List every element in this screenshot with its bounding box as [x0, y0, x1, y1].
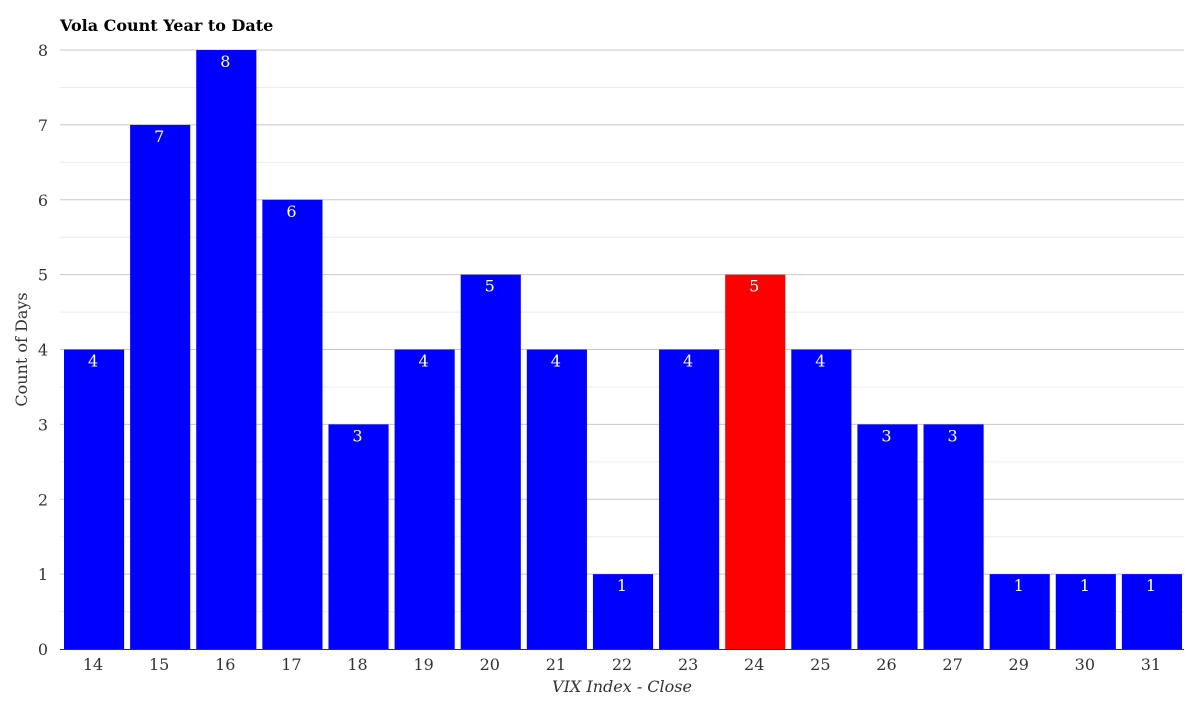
x-tick-label-18: 18 — [347, 655, 367, 674]
bar-20 — [460, 274, 521, 649]
bar-23 — [659, 349, 720, 649]
x-tick-label-25: 25 — [810, 655, 830, 674]
data-label-22: 1 — [617, 576, 627, 595]
data-label-25: 4 — [815, 352, 825, 371]
x-axis-title: VIX Index - Close — [552, 677, 692, 696]
bar-31 — [1121, 574, 1182, 649]
data-labels: 4 7 8 6 3 4 5 4 1 4 5 4 3 3 1 1 1 — [88, 52, 1156, 595]
data-label-23: 4 — [683, 352, 693, 371]
bar-17 — [262, 199, 323, 649]
x-axis-ticks: 14 15 16 17 18 19 20 21 22 23 24 25 26 27 29 30 31 — [83, 655, 1161, 674]
x-tick-label-14: 14 — [83, 655, 103, 674]
bar-24 — [725, 274, 786, 649]
data-label-30: 1 — [1080, 576, 1090, 595]
x-tick-label-17: 17 — [281, 655, 301, 674]
y-tick-label: 3 — [38, 415, 48, 434]
bar-21 — [526, 349, 587, 649]
data-label-29: 1 — [1014, 576, 1024, 595]
data-label-26: 3 — [881, 426, 891, 445]
x-tick-label-16: 16 — [215, 655, 235, 674]
x-tick-label-22: 22 — [612, 655, 632, 674]
bar-18 — [328, 424, 389, 649]
bar-25 — [791, 349, 852, 649]
data-label-18: 3 — [352, 426, 362, 445]
data-label-20: 5 — [485, 277, 495, 296]
bar-27 — [923, 424, 984, 649]
y-axis-ticks: 0 1 2 3 4 5 6 7 8 — [38, 41, 48, 659]
y-tick-label: 2 — [38, 490, 48, 509]
y-tick-label: 5 — [38, 266, 48, 285]
x-tick-label-29: 29 — [1009, 655, 1029, 674]
bar-16 — [196, 50, 257, 649]
y-tick-label: 1 — [38, 565, 48, 584]
x-tick-label-31: 31 — [1141, 655, 1161, 674]
data-label-31: 1 — [1146, 576, 1156, 595]
x-tick-label-23: 23 — [678, 655, 698, 674]
y-tick-label: 8 — [38, 41, 48, 60]
bar-26 — [857, 424, 918, 649]
data-label-16: 8 — [220, 52, 230, 71]
y-tick-label: 6 — [38, 191, 48, 210]
bar-14 — [64, 349, 125, 649]
data-label-19: 4 — [419, 352, 429, 371]
y-tick-label: 0 — [38, 640, 48, 659]
bar-30 — [1055, 574, 1116, 649]
y-axis-title: Count of Days — [12, 292, 31, 406]
x-tick-label-20: 20 — [480, 655, 500, 674]
data-label-14: 4 — [88, 352, 98, 371]
bar-19 — [394, 349, 455, 649]
y-tick-label: 4 — [38, 341, 48, 360]
data-label-17: 6 — [286, 202, 296, 221]
data-label-27: 3 — [947, 426, 957, 445]
data-label-15: 7 — [154, 127, 164, 146]
x-tick-label-27: 27 — [942, 655, 962, 674]
y-tick-label: 7 — [38, 116, 48, 135]
data-label-24: 5 — [749, 277, 759, 296]
data-label-21: 4 — [551, 352, 561, 371]
x-tick-label-26: 26 — [876, 655, 896, 674]
chart-title: Vola Count Year to Date — [59, 16, 273, 35]
bar-15 — [130, 124, 191, 649]
bars — [64, 50, 1182, 649]
x-tick-label-30: 30 — [1075, 655, 1095, 674]
x-tick-label-15: 15 — [149, 655, 169, 674]
bar-29 — [989, 574, 1050, 649]
x-tick-label-19: 19 — [413, 655, 433, 674]
x-tick-label-21: 21 — [546, 655, 566, 674]
bar-22 — [592, 574, 654, 649]
x-tick-label-24: 24 — [744, 655, 764, 674]
